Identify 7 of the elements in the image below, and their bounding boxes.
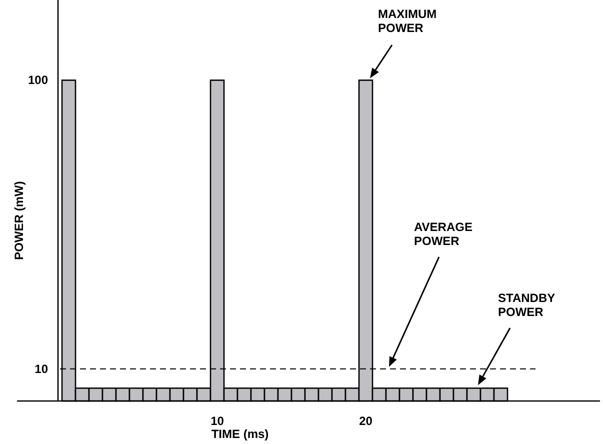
y-tick-label: 100 (28, 73, 48, 88)
x-tick-label: 20 (359, 414, 373, 428)
y-axis-title: POWER (mW) (12, 181, 26, 260)
annotation: STANDBY POWER (498, 291, 556, 319)
x-axis-title: TIME (ms) (211, 427, 269, 441)
annotation: MAXIMUM POWER (378, 7, 437, 35)
ref-line-label: AVERAGE POWER (414, 220, 472, 248)
